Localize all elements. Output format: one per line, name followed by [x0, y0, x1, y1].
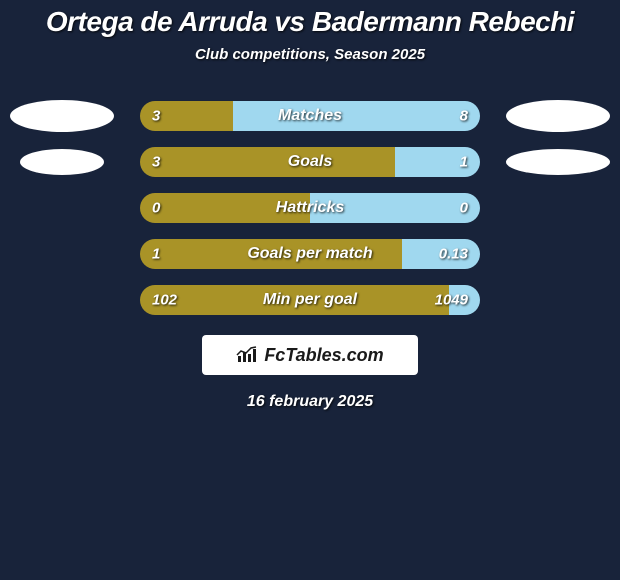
stat-bar: 3 8 Matches: [140, 101, 480, 131]
stat-row: 3 8 Matches: [10, 101, 610, 131]
stat-value-right: 1: [460, 154, 468, 171]
stat-bar-left: [140, 147, 395, 177]
footer-date: 16 february 2025: [0, 393, 620, 411]
stat-value-right: 0.13: [439, 246, 468, 263]
stats-comparison-infographic: Ortega de Arruda vs Badermann Rebechi Cl…: [0, 0, 620, 580]
stat-value-left: 3: [152, 108, 160, 125]
stat-bar: 1 0.13 Goals per match: [140, 239, 480, 269]
stat-row: 0 0 Hattricks: [10, 193, 610, 223]
stat-value-right: 8: [460, 108, 468, 125]
fctables-logo: FcTables.com: [202, 335, 418, 375]
player-avatar-right: [506, 100, 610, 132]
stats-chart: 3 8 Matches 3 1 Goals 0 0 Hattricks 1 0.13 Goals pe…: [0, 101, 620, 315]
player-avatar-left: [20, 149, 104, 175]
stat-bar: 0 0 Hattricks: [140, 193, 480, 223]
subtitle: Club competitions, Season 2025: [0, 46, 620, 63]
stat-value-left: 102: [152, 292, 177, 309]
stat-value-left: 3: [152, 154, 160, 171]
stat-value-right: 1049: [435, 292, 468, 309]
stat-value-right: 0: [460, 200, 468, 217]
stat-label: Hattricks: [276, 199, 344, 217]
right-avatar-slot: [506, 100, 610, 132]
stat-row: 3 1 Goals: [10, 147, 610, 177]
page-title: Ortega de Arruda vs Badermann Rebechi: [0, 0, 620, 38]
left-avatar-slot: [10, 149, 114, 175]
player-avatar-right: [506, 149, 610, 175]
stat-label: Min per goal: [263, 291, 357, 309]
stat-bar: 3 1 Goals: [140, 147, 480, 177]
stat-label: Matches: [278, 107, 342, 125]
logo-text: FcTables.com: [264, 345, 383, 366]
stat-label: Goals per match: [247, 245, 372, 263]
stat-value-left: 0: [152, 200, 160, 217]
stat-label: Goals: [288, 153, 332, 171]
player-avatar-left: [10, 100, 114, 132]
stat-row: 1 0.13 Goals per match: [10, 239, 610, 269]
stat-bar-right: [233, 101, 480, 131]
stat-bar: 102 1049 Min per goal: [140, 285, 480, 315]
bar-chart-icon: [236, 346, 258, 364]
stat-row: 102 1049 Min per goal: [10, 285, 610, 315]
left-avatar-slot: [10, 100, 114, 132]
right-avatar-slot: [506, 149, 610, 175]
stat-value-left: 1: [152, 246, 160, 263]
